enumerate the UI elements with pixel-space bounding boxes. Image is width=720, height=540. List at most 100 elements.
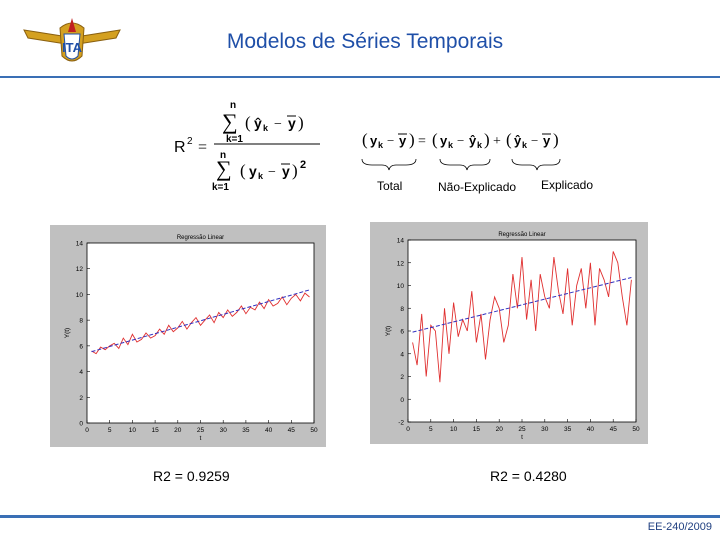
x-tick-label: 5 (429, 426, 433, 433)
svg-text:k: k (258, 171, 264, 181)
x-tick-label: 20 (496, 426, 504, 433)
svg-text:k=1: k=1 (226, 134, 243, 145)
svg-text:−: − (387, 133, 394, 148)
x-tick-label: 10 (129, 427, 137, 434)
y-tick-label: 2 (79, 395, 83, 402)
footer-text: EE-240/2009 (647, 521, 712, 533)
svg-text:): ) (484, 130, 490, 149)
y-tick-label: 14 (397, 238, 405, 245)
svg-text:2: 2 (300, 159, 306, 171)
svg-text:y: y (399, 133, 407, 148)
r2-right-value: R2 = 0.4280 (490, 468, 567, 484)
y-tick-label: 0 (400, 397, 404, 404)
footer-rule (0, 515, 720, 518)
series-observed-line (412, 251, 632, 383)
svg-text:ŷ: ŷ (254, 115, 262, 131)
svg-text:n: n (220, 150, 226, 161)
x-tick-label: 20 (174, 427, 182, 434)
y-tick-label: 2 (400, 374, 404, 381)
svg-text:=: = (198, 139, 207, 156)
y-axis-label: Y(t) (385, 326, 392, 336)
svg-text:∑: ∑ (222, 109, 238, 134)
x-tick-label: 45 (288, 427, 296, 434)
x-tick-label: 30 (220, 427, 228, 434)
svg-text:y: y (288, 115, 296, 131)
x-tick-label: 50 (632, 426, 640, 433)
y-tick-label: -2 (398, 420, 404, 427)
svg-text:): ) (409, 130, 415, 149)
svg-text:R: R (174, 139, 186, 156)
x-tick-label: 5 (108, 427, 112, 434)
series-observed-line (91, 292, 310, 355)
x-tick-label: 40 (265, 427, 273, 434)
x-tick-label: 25 (518, 426, 526, 433)
y-tick-label: 12 (76, 266, 84, 273)
chart-title: Regressão Linear (498, 232, 545, 238)
x-tick-label: 15 (151, 427, 159, 434)
x-tick-label: 40 (587, 426, 595, 433)
x-axis-label: t (200, 435, 202, 442)
svg-text:2: 2 (187, 136, 193, 147)
y-tick-label: 12 (397, 260, 405, 267)
ita-logo: ITA (22, 16, 122, 68)
x-tick-label: 15 (473, 426, 481, 433)
y-tick-label: 8 (79, 318, 83, 325)
label-nao-explicado: Não-Explicado (438, 180, 517, 194)
series-fit-line (91, 289, 310, 353)
x-tick-label: 30 (541, 426, 549, 433)
svg-text:k=1: k=1 (212, 182, 229, 193)
svg-text:−: − (274, 117, 282, 132)
x-tick-label: 0 (85, 427, 89, 434)
title-rule (0, 76, 720, 78)
svg-text:n: n (230, 100, 236, 111)
svg-text:−: − (268, 165, 276, 180)
svg-text:−: − (531, 133, 538, 148)
label-explicado: Explicado (541, 178, 594, 192)
svg-text:=: = (418, 134, 426, 149)
svg-text:k: k (522, 140, 528, 150)
svg-text:ŷ: ŷ (514, 133, 522, 148)
svg-text:(: ( (506, 130, 512, 149)
x-axis-label: t (521, 434, 523, 441)
chart-title: Regressão Linear (177, 235, 224, 241)
y-tick-label: 14 (76, 241, 84, 248)
y-axis-label: Y(t) (64, 328, 71, 338)
svg-text:(: ( (362, 130, 368, 149)
svg-text:k: k (448, 140, 454, 150)
plot-area (86, 242, 315, 424)
r2-formula: R 2 = n ∑ k=1 ( ŷ k − y ) n ∑ k=1 ( y k … (170, 96, 340, 196)
svg-text:ITA: ITA (62, 40, 83, 55)
x-tick-label: 25 (197, 427, 205, 434)
x-tick-label: 35 (242, 427, 250, 434)
svg-text:k: k (477, 140, 483, 150)
svg-text:y: y (370, 133, 378, 148)
y-tick-label: 6 (79, 343, 83, 350)
y-tick-label: 4 (79, 369, 83, 376)
r2-left-value: R2 = 0.9259 (153, 468, 230, 484)
svg-text:+: + (493, 134, 501, 149)
plot-right: Regressão Linear 0 5 10 15 20 25 30 35 40 45 50 -2 0 2… (370, 222, 648, 444)
svg-text:(: ( (240, 161, 246, 180)
x-tick-label: 45 (610, 426, 618, 433)
x-tick-label: 0 (406, 426, 410, 433)
svg-text:y: y (282, 163, 290, 179)
y-tick-label: 10 (76, 292, 84, 299)
svg-text:k: k (263, 123, 269, 133)
svg-text:y: y (440, 133, 448, 148)
svg-text:k: k (378, 140, 384, 150)
svg-text:∑: ∑ (216, 156, 232, 181)
label-total: Total (377, 179, 403, 193)
svg-text:−: − (457, 133, 464, 148)
svg-text:y: y (543, 133, 551, 148)
plot-area (407, 239, 637, 423)
svg-text:y: y (249, 163, 257, 179)
y-tick-label: 8 (400, 306, 404, 313)
chart-left-svg: Regressão Linear 0 5 10 15 20 25 30 35 40 45 50 0 2 4 6… (64, 235, 318, 442)
y-tick-label: 0 (79, 421, 83, 428)
x-tick-label: 50 (310, 427, 318, 434)
slide-title: Modelos de Séries Temporais (226, 30, 504, 53)
y-tick-label: 10 (397, 283, 405, 290)
x-tick-label: 10 (450, 426, 458, 433)
y-tick-label: 6 (400, 329, 404, 336)
